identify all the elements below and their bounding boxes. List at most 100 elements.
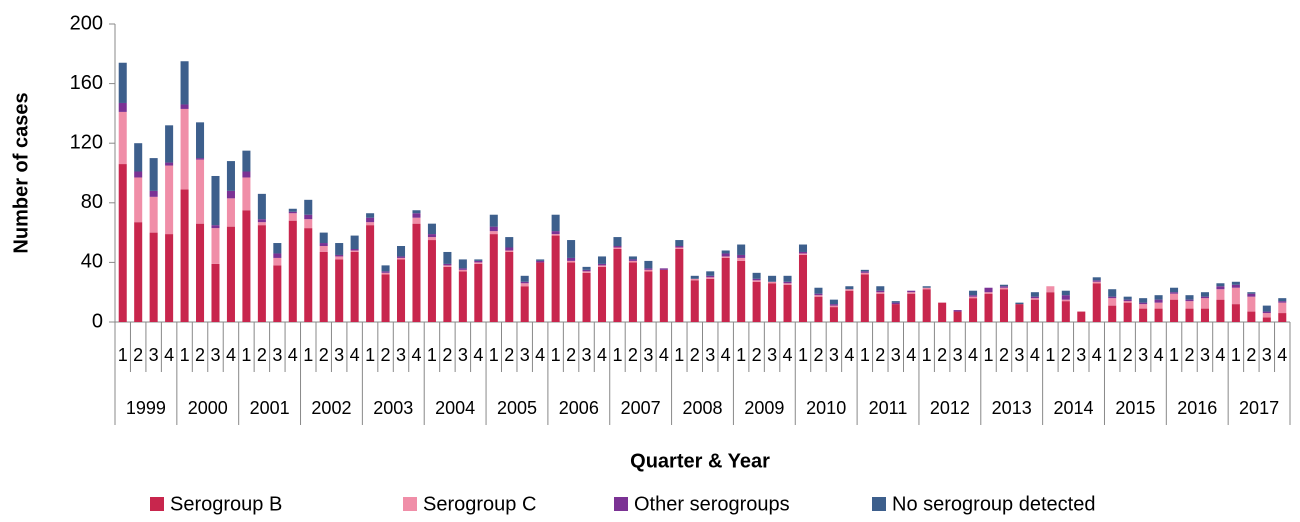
bar-segment xyxy=(489,231,498,235)
bar-segment xyxy=(1092,281,1101,284)
bar-segment xyxy=(165,165,174,235)
bar-segment xyxy=(536,262,545,322)
bar-segment xyxy=(551,231,560,235)
bar-segment xyxy=(520,286,529,322)
bar-segment xyxy=(597,256,607,264)
bar-segment xyxy=(551,235,560,322)
bar-segment xyxy=(474,263,483,322)
bar-segment xyxy=(814,296,823,322)
bar-segment xyxy=(1139,308,1148,322)
bar-segment xyxy=(474,259,483,261)
x-tick-label: 2 xyxy=(875,345,885,365)
year-label: 2015 xyxy=(1115,398,1155,418)
bar-segment xyxy=(474,260,483,263)
bar-segment xyxy=(768,281,777,284)
bar-segment xyxy=(613,246,622,248)
bar-segment xyxy=(675,246,684,248)
bar-segment xyxy=(350,235,359,249)
year-label: 2001 xyxy=(250,398,290,418)
legend-swatch xyxy=(614,497,628,511)
x-tick-label: 1 xyxy=(1231,345,1241,365)
y-axis-title: Number of cases xyxy=(10,92,32,253)
x-tick-label: 4 xyxy=(1030,345,1040,365)
x-tick-label: 4 xyxy=(1092,345,1102,365)
bar-segment xyxy=(134,143,143,172)
x-tick-label: 4 xyxy=(721,345,731,365)
bar-segment xyxy=(690,275,699,279)
bar-segment xyxy=(319,232,328,244)
bar-segment xyxy=(891,302,900,305)
bar-segment xyxy=(196,159,205,224)
bar-segment xyxy=(319,243,328,247)
bar-segment xyxy=(1262,305,1271,312)
bar-segment xyxy=(412,213,421,218)
bar-segment xyxy=(999,286,1008,288)
bar-segment xyxy=(520,275,529,282)
x-tick-label: 4 xyxy=(350,345,360,365)
bar-segment xyxy=(845,286,854,290)
bar-segment xyxy=(628,262,637,322)
bar-segment xyxy=(1061,299,1070,302)
bar-segment xyxy=(999,287,1008,290)
bar-segment xyxy=(134,171,143,178)
bar-segment xyxy=(922,286,931,288)
bar-segment xyxy=(876,286,885,291)
bar-segment xyxy=(721,250,730,254)
bar-segment xyxy=(1278,301,1287,303)
bar-segment xyxy=(474,262,483,264)
bar-segment xyxy=(304,228,313,322)
bar-segment xyxy=(860,271,869,273)
bar-segment xyxy=(196,122,205,159)
bar-segment xyxy=(304,199,313,215)
year-label: 2010 xyxy=(806,398,846,418)
year-label: 2016 xyxy=(1177,398,1217,418)
bar-segment xyxy=(1185,295,1194,300)
bar-segment xyxy=(366,213,375,218)
year-label: 2003 xyxy=(373,398,413,418)
bar-segment xyxy=(118,164,127,322)
bar-segment xyxy=(907,290,916,293)
bar-segment xyxy=(1030,299,1039,322)
bar-segment xyxy=(721,257,730,322)
bar-segment xyxy=(505,247,514,251)
bar-segment xyxy=(118,62,127,103)
bar-segment xyxy=(273,243,282,254)
bar-segment xyxy=(397,246,406,257)
bar-segment xyxy=(180,61,189,105)
bar-segment xyxy=(1154,302,1163,309)
bar-segment xyxy=(304,219,313,229)
x-tick-label: 2 xyxy=(937,345,947,365)
bar-segment xyxy=(288,208,297,212)
x-tick-label: 1 xyxy=(612,345,622,365)
year-label: 2005 xyxy=(497,398,537,418)
bar-segment xyxy=(381,274,390,322)
x-tick-label: 1 xyxy=(1045,345,1055,365)
bar-segment xyxy=(1170,287,1179,293)
bar-segment xyxy=(737,257,746,261)
bar-segment xyxy=(149,190,158,197)
x-tick-label: 2 xyxy=(1246,345,1256,365)
bar-segment xyxy=(427,234,436,238)
x-tick-label: 1 xyxy=(551,345,561,365)
bar-segment xyxy=(706,277,715,279)
x-tick-label: 2 xyxy=(628,345,638,365)
bar-segment xyxy=(1108,296,1117,299)
bar-segment xyxy=(335,254,344,257)
bar-segment xyxy=(644,268,653,270)
bar-segment xyxy=(505,251,514,322)
bar-segment xyxy=(381,272,390,275)
bar-segment xyxy=(969,290,978,296)
bar-segment xyxy=(165,125,174,163)
bar-segment xyxy=(644,260,653,269)
legend-label: No serogroup detected xyxy=(892,493,1095,515)
bar-segment xyxy=(1123,302,1132,322)
bar-segment xyxy=(118,111,127,165)
bar-segment xyxy=(1278,313,1287,322)
x-tick-label: 2 xyxy=(319,345,329,365)
bar-segment xyxy=(1231,287,1240,305)
bar-segment xyxy=(1154,308,1163,322)
year-label: 2008 xyxy=(682,398,722,418)
bar-segment xyxy=(257,193,266,220)
bar-segment xyxy=(505,237,514,248)
